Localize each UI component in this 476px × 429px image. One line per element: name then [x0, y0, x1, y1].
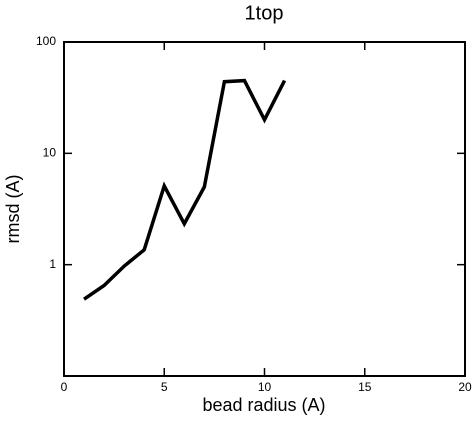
chart-title: 1top: [245, 2, 284, 24]
x-tick-label: 15: [358, 380, 372, 394]
data-line: [83, 78, 287, 301]
x-axis-label: bead radius (A): [202, 395, 325, 415]
x-tick-label: 20: [458, 380, 472, 394]
y-tick-label: 100: [36, 34, 56, 48]
x-tick-label: 0: [61, 380, 68, 394]
x-tick-label: 5: [161, 380, 168, 394]
plot-frame: [63, 41, 466, 377]
y-axis-label: rmsd (A): [3, 175, 23, 244]
y-tick-label: 10: [43, 146, 57, 160]
y-tick-label: 1: [49, 257, 56, 271]
x-tick-label: 10: [258, 380, 272, 394]
